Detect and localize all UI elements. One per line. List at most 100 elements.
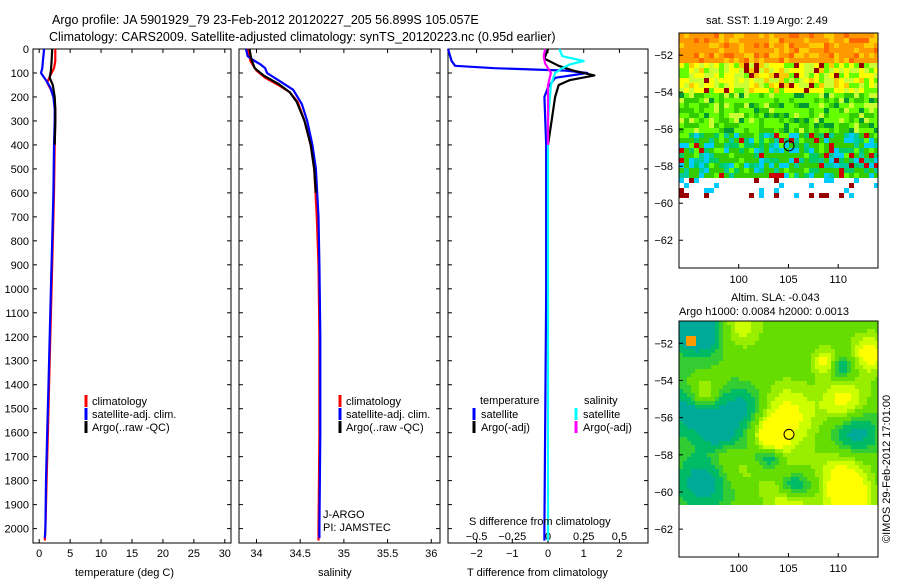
sst-cell: [874, 58, 878, 63]
sla-cell: [803, 349, 807, 353]
sla-cell: [751, 397, 755, 401]
sla-cell: [755, 481, 759, 485]
sla-cell: [823, 473, 827, 477]
depth-tick-label: 1600: [5, 428, 29, 440]
sla-cell: [811, 433, 815, 437]
sla-cell: [683, 445, 687, 449]
sla-cell: [683, 413, 687, 417]
sst-cell: [764, 163, 769, 168]
sla-cell: [863, 433, 867, 437]
sla-cell: [819, 489, 823, 493]
sla-cell: [851, 405, 855, 409]
sla-cell: [867, 373, 871, 377]
salinity-annotation-pi: PI: JAMSTEC: [323, 522, 391, 534]
sst-cell: [779, 148, 784, 153]
sst-cell: [769, 143, 774, 148]
sla-cell: [791, 373, 795, 377]
sla-cell: [791, 461, 795, 465]
sla-cell: [803, 389, 807, 393]
sla-cell: [731, 465, 735, 469]
sla-cell: [775, 373, 779, 377]
sla-cell: [727, 365, 731, 369]
sst-cell: [719, 108, 724, 113]
sla-cell: [707, 449, 711, 453]
sla-cell: [847, 469, 851, 473]
sla-cell: [743, 417, 747, 421]
salinity-annotation-program: J-ARGO: [323, 509, 365, 521]
sla-cell: [795, 389, 799, 393]
sla-cell: [687, 377, 691, 381]
sla-cell: [735, 381, 739, 385]
sst-cell: [774, 158, 779, 163]
sla-cell: [783, 501, 787, 505]
sst-cell: [854, 138, 859, 143]
sla-cell: [855, 353, 859, 357]
salinity-x-tick-label: 36: [425, 548, 437, 560]
sla-cell: [743, 497, 747, 501]
sst-cell: [864, 173, 869, 178]
difference-x2-tick-label: −0.5: [466, 531, 488, 543]
sla-cell: [819, 397, 823, 401]
sla-cell: [755, 473, 759, 477]
sla-cell: [795, 417, 799, 421]
sla-cell: [823, 465, 827, 469]
sst-cell: [839, 98, 844, 103]
sla-cell: [687, 397, 691, 401]
sst-cell: [794, 113, 799, 118]
sla-cell: [743, 389, 747, 393]
sla-cell: [727, 429, 731, 433]
sst-cell: [829, 73, 834, 78]
sla-cell: [759, 349, 763, 353]
sla-cell: [739, 493, 743, 497]
sst-cell: [794, 133, 799, 138]
sla-cell: [735, 485, 739, 489]
sla-cell: [859, 385, 863, 389]
sla-cell: [799, 473, 803, 477]
sst-cell: [789, 68, 794, 73]
sla-cell: [867, 413, 871, 417]
sst-cell: [839, 168, 844, 173]
sla-cell: [747, 441, 751, 445]
sst-cell: [734, 43, 739, 48]
sla-cell: [699, 385, 703, 389]
sla-cell: [679, 405, 683, 409]
sla-cell: [747, 473, 751, 477]
sla-cell: [751, 445, 755, 449]
sst-cell: [784, 158, 789, 163]
sst-cell: [839, 38, 844, 43]
sst-cell: [809, 33, 814, 38]
sla-cell: [859, 337, 863, 341]
sst-cell: [699, 158, 704, 163]
sla-cell: [691, 321, 695, 325]
sla-cell: [759, 337, 763, 341]
sla-cell: [679, 353, 683, 357]
sla-cell: [751, 429, 755, 433]
sla-cell: [855, 321, 859, 325]
sst-cell: [859, 123, 864, 128]
sla-cell: [715, 481, 719, 485]
sla-cell: [867, 405, 871, 409]
sla-cell: [683, 469, 687, 473]
sla-cell: [715, 469, 719, 473]
sst-cell: [784, 118, 789, 123]
sst-cell: [699, 138, 704, 143]
sla-cell: [763, 341, 767, 345]
sst-cell: [779, 103, 784, 108]
sst-cell: [789, 88, 794, 93]
sla-cell: [687, 373, 691, 377]
sst-cell: [814, 153, 819, 158]
sla-cell: [779, 425, 783, 429]
sla-cell: [727, 465, 731, 469]
sst-cell: [689, 143, 694, 148]
sla-cell: [851, 461, 855, 465]
sla-cell: [779, 397, 783, 401]
sla-cell: [783, 385, 787, 389]
sst-cell: [859, 138, 864, 143]
sst-cell: [704, 143, 709, 148]
sla-cell: [755, 437, 759, 441]
sst-cell: [744, 113, 749, 118]
sla-cell: [723, 381, 727, 385]
sla-cell: [715, 349, 719, 353]
sla-cell: [731, 353, 735, 357]
sst-cell: [859, 153, 864, 158]
